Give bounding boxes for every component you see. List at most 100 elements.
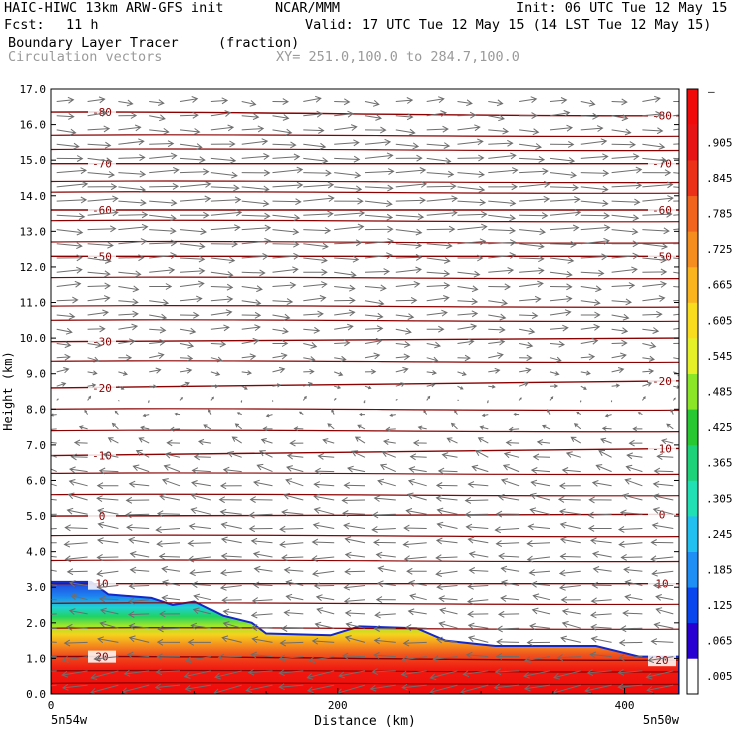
circulation-vector: [241, 385, 248, 390]
circulation-vector: [364, 299, 385, 307]
circulation-vector: [179, 128, 201, 135]
circulation-vector: [214, 670, 242, 680]
circulation-vector: [529, 492, 551, 501]
circulation-vector: [407, 478, 427, 487]
contour-label: -60: [652, 204, 672, 217]
colorbar-top-label: –: [708, 85, 715, 98]
circulation-vector: [187, 539, 211, 547]
y-tick-label: 17.0: [20, 83, 47, 96]
circulation-vector: [306, 684, 335, 694]
circulation-vector: [503, 451, 520, 459]
circulation-vector: [395, 241, 423, 249]
circulation-vector: [389, 413, 396, 417]
circulation-vector: [488, 227, 517, 235]
model-title: HAIC-HIWC 13km ARW-GFS init: [4, 0, 224, 16]
circulation-vector: [618, 639, 643, 647]
circulation-vector: [87, 209, 119, 217]
circulation-vector: [580, 125, 604, 132]
circulation-vector: [488, 283, 512, 291]
circulation-vector: [642, 156, 668, 164]
circulation-vector: [334, 98, 351, 106]
circulation-vector: [426, 125, 449, 133]
circulation-vector: [426, 257, 451, 264]
circulation-vector: [618, 525, 643, 533]
circulation-vector: [426, 356, 439, 363]
circulation-vector: [364, 338, 383, 345]
circulation-vector: [376, 580, 396, 588]
circulation-vector: [561, 467, 581, 474]
circulation-vector: [519, 280, 544, 288]
circulation-vector: [395, 382, 406, 387]
circulation-vector: [231, 436, 242, 444]
circulation-vector: [673, 257, 679, 259]
circulation-vector: [248, 525, 273, 533]
circulation-vector: [161, 579, 181, 587]
circulation-vector: [87, 282, 111, 290]
circulation-vector: [590, 623, 612, 631]
circulation-vector: [377, 565, 396, 573]
circulation-vector: [371, 526, 396, 533]
contour-label-bg: [648, 109, 676, 122]
circulation-vector: [345, 621, 366, 629]
circulation-vector: [622, 609, 643, 617]
circulation-vector: [588, 496, 612, 504]
circulation-vector: [604, 413, 612, 418]
circulation-vector: [164, 451, 181, 459]
circulation-vector: [642, 127, 664, 135]
circulation-vector: [312, 570, 335, 577]
circulation-vector: [313, 507, 335, 515]
circulation-vector: [395, 313, 415, 320]
circulation-vector: [590, 597, 612, 605]
colorbar-label: .305: [706, 492, 733, 505]
circulation-vector: [580, 370, 591, 376]
circulation-vector: [395, 296, 418, 304]
circulation-vector: [498, 552, 520, 560]
colorbar-swatch: [687, 302, 698, 339]
circulation-vector: [241, 138, 269, 146]
circulation-vector: [279, 540, 304, 548]
circulation-vector: [624, 579, 643, 587]
circulation-vector: [437, 467, 458, 475]
circulation-vector: [439, 607, 458, 615]
colorbar-frame: [686, 88, 699, 695]
circulation-vector: [96, 583, 119, 591]
circulation-vector: [580, 153, 609, 161]
circulation-vector: [494, 668, 520, 676]
circulation-vector: [161, 594, 181, 602]
circulation-vector: [341, 652, 366, 660]
circulation-vector: [429, 670, 458, 681]
circulation-vector: [426, 209, 458, 217]
temperature-contour-10: [51, 582, 679, 585]
circulation-vector: [285, 478, 304, 487]
circulation-vector: [670, 409, 674, 415]
circulation-vector: [334, 124, 358, 131]
circulation-vector: [303, 356, 316, 363]
colorbar-swatch: [687, 89, 698, 125]
circulation-vector: [519, 312, 539, 320]
circulation-vector: [303, 169, 332, 177]
circulation-vector: [519, 167, 549, 175]
circulation-vector: [241, 200, 270, 207]
circulation-vector: [642, 195, 674, 203]
circulation-vector: [426, 341, 441, 349]
circulation-vector: [149, 227, 177, 235]
org-label: NCAR/MMM: [275, 0, 341, 16]
temperature-contour: [51, 429, 679, 433]
circulation-vector: [406, 567, 427, 575]
colorbar-swatch: [687, 231, 698, 268]
circulation-vector: [51, 468, 57, 473]
circulation-vector: [488, 114, 505, 122]
circulation-vector: [580, 185, 609, 193]
circulation-vector: [56, 280, 82, 288]
circulation-vector: [650, 555, 674, 563]
circulation-vector: [343, 481, 366, 489]
circulation-vector: [344, 536, 366, 544]
circulation-vector: [334, 139, 360, 147]
circulation-vector: [549, 124, 573, 132]
circulation-vector: [580, 269, 605, 277]
circulation-vector: [652, 507, 674, 515]
circulation-vector: [283, 609, 304, 617]
circulation-vector: [642, 268, 668, 276]
circulation-vector: [576, 412, 582, 416]
